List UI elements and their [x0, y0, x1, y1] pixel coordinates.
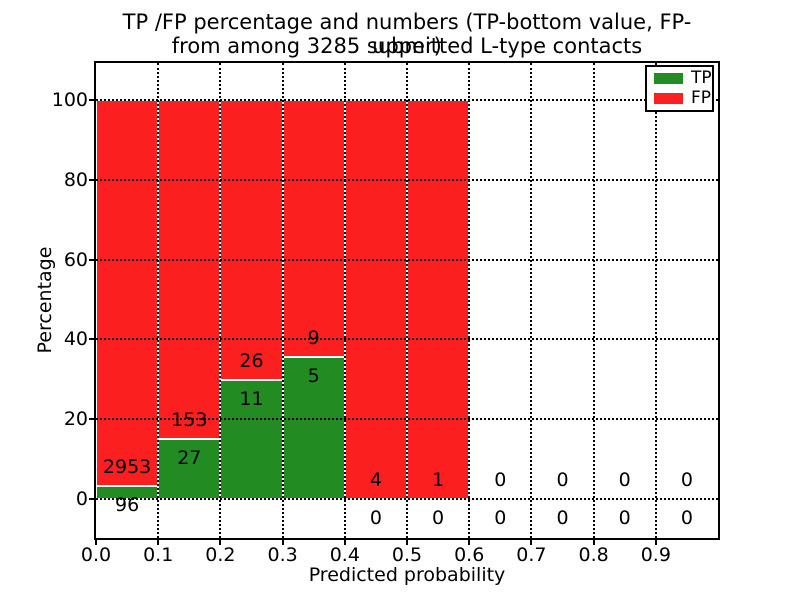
fp-count-label: 4 — [369, 469, 382, 491]
x-tick-label: 0.7 — [516, 544, 547, 566]
chart-title-line1: TP /FP percentage and numbers (TP-bottom… — [122, 10, 692, 58]
x-tick-mark — [468, 540, 471, 545]
y-tick-mark — [89, 498, 96, 500]
fp-bar — [282, 100, 345, 357]
fp-bar — [344, 100, 407, 499]
x-tick-label: 0.1 — [143, 544, 174, 566]
tp-legend-swatch — [654, 73, 683, 84]
y-tick-mark — [89, 258, 96, 261]
tp-count-label: 96 — [115, 494, 140, 517]
x-tick-label: 0.5 — [391, 544, 423, 566]
fp-legend-swatch — [654, 93, 683, 104]
fp-count-label: 2953 — [102, 456, 152, 479]
legend: TP FP — [645, 65, 714, 112]
fp-legend-label: FP — [691, 88, 712, 108]
y-tick-mark — [89, 338, 96, 341]
y-tick-mark — [89, 99, 96, 101]
x-axis-label: Predicted probability — [308, 564, 506, 586]
y-tick-label: 40 — [63, 328, 88, 351]
v-gridline — [654, 63, 657, 538]
y-tick-label: 20 — [63, 408, 88, 431]
fp-count-label: 9 — [307, 326, 320, 349]
x-tick-label: 0.3 — [267, 544, 298, 566]
tp-count-label: 0 — [494, 507, 507, 529]
x-tick-mark — [95, 540, 97, 545]
tp-count-label: 11 — [239, 388, 264, 411]
y-tick-mark — [89, 178, 96, 181]
x-tick-mark — [406, 540, 408, 545]
x-tick-label: 0.6 — [454, 544, 485, 566]
fp-count-label: 0 — [618, 469, 631, 491]
fp-count-label: 0 — [680, 469, 693, 491]
fp-bar — [220, 100, 283, 381]
y-tick-mark — [89, 418, 96, 421]
fp-count-label: 0 — [494, 469, 507, 491]
x-tick-label: 0.8 — [578, 544, 609, 566]
x-tick-mark — [592, 540, 595, 545]
tp-count-label: 0 — [556, 507, 569, 529]
tp-count-label: 0 — [432, 507, 445, 529]
tp-count-label: 0 — [680, 507, 693, 529]
y-tick-label: 60 — [63, 248, 88, 271]
x-tick-label: 0.9 — [640, 544, 671, 566]
tp-count-label: 5 — [307, 364, 320, 387]
legend-item-fp: FP — [654, 90, 711, 107]
fp-count-label: 1 — [432, 469, 445, 491]
x-tick-mark — [157, 540, 160, 545]
tp-count-label: 0 — [369, 507, 382, 529]
x-tick-mark — [530, 540, 533, 545]
chart-title-line2: from among 3285 submitted L-type contact… — [171, 34, 643, 58]
x-tick-label: 0.0 — [80, 544, 112, 566]
y-tick-label: 100 — [51, 89, 88, 111]
y-tick-label: 0 — [75, 488, 88, 510]
y-axis-label: Percentage — [34, 246, 56, 354]
fp-count-label: 0 — [556, 469, 569, 491]
y-tick-label: 80 — [63, 168, 88, 191]
fp-bar — [158, 100, 221, 440]
x-tick-mark — [281, 540, 284, 545]
fp-bar — [407, 100, 470, 499]
v-gridline — [592, 63, 595, 538]
x-tick-mark — [654, 540, 657, 545]
v-gridline — [530, 63, 533, 538]
fp-count-label: 26 — [239, 350, 264, 373]
x-tick-label: 0.4 — [329, 544, 360, 566]
fp-bar — [96, 100, 159, 487]
x-tick-mark — [219, 540, 222, 545]
tp-legend-label: TP — [691, 68, 712, 88]
x-tick-mark — [343, 540, 346, 545]
tp-count-label: 0 — [618, 507, 631, 529]
legend-item-tp: TP — [654, 70, 712, 87]
x-tick-label: 0.2 — [205, 544, 236, 566]
fp-count-label: 153 — [171, 409, 208, 432]
tp-count-label: 27 — [177, 447, 202, 470]
